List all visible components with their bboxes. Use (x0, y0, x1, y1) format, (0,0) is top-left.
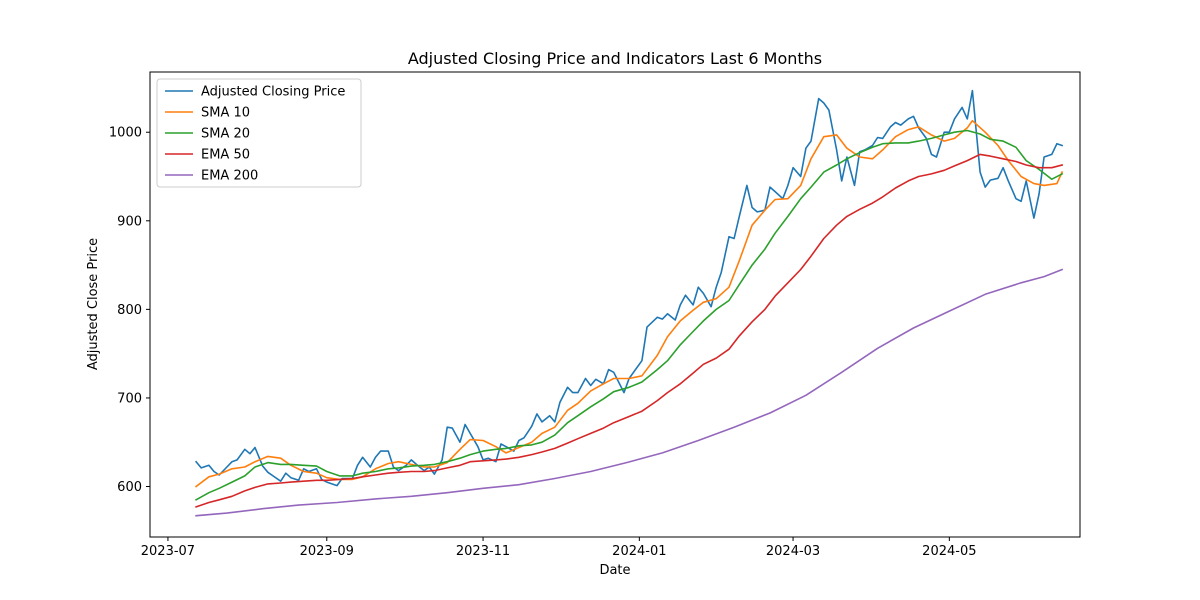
y-tick-label: 1000 (109, 126, 142, 141)
legend-label: Adjusted Closing Price (201, 85, 345, 100)
y-tick-label: 800 (117, 303, 142, 318)
legend-label: SMA 10 (201, 106, 250, 121)
x-axis-label: Date (599, 563, 630, 578)
plot-frame (149, 71, 1081, 538)
legend: Adjusted Closing Price SMA 10 SMA 20 EMA 50… (156, 78, 362, 188)
legend-label: EMA 200 (201, 169, 258, 184)
legend-label: EMA 50 (201, 148, 250, 163)
series-line-3 (195, 129, 1064, 501)
y-axis: 600 700 800 900 1000 (109, 126, 150, 495)
x-tick-label: 2024-05 (922, 544, 976, 559)
legend-box (156, 78, 362, 188)
series-line-4 (195, 153, 1064, 508)
x-tick-label: 2023-07 (141, 544, 195, 559)
x-tick-label: 2023-11 (456, 544, 510, 559)
x-tick-label: 2024-03 (766, 544, 820, 559)
x-tick-label: 2024-01 (612, 544, 666, 559)
y-axis-label: Adjusted Close Price (86, 238, 101, 370)
x-tick-label: 2023-09 (300, 544, 354, 559)
y-tick-label: 700 (117, 391, 142, 406)
series-line-5 (195, 268, 1064, 517)
y-tick-label: 900 (117, 214, 142, 229)
chart-title: Adjusted Closing Price and Indicators La… (408, 49, 822, 68)
x-axis: 2023-07 2023-09 2023-11 2024-01 2024-03 2024-… (141, 537, 977, 559)
plot-area (149, 71, 1081, 538)
legend-label: SMA 20 (201, 127, 250, 142)
y-tick-label: 600 (117, 480, 142, 495)
